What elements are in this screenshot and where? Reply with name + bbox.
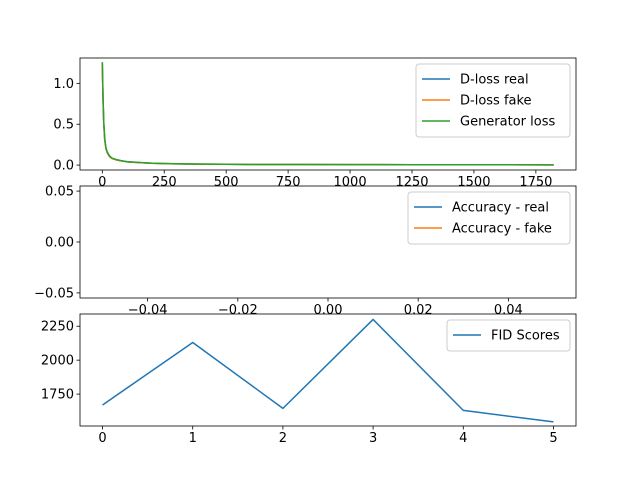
x-tick-label: 3	[369, 431, 377, 446]
x-tick-label: −0.04	[128, 303, 168, 318]
y-tick-label: 1.0	[53, 77, 74, 92]
x-tick-label: 2	[279, 431, 287, 446]
series-lines	[101, 62, 554, 166]
y-tick-label: 0.00	[45, 236, 74, 251]
legend-label: Accuracy - real	[452, 201, 549, 216]
y-tick-label: −0.05	[34, 286, 74, 301]
legend-label: Generator loss	[460, 115, 555, 130]
legend: D-loss real D-loss fake Generator loss	[415, 63, 571, 138]
legend-box	[415, 63, 571, 138]
x-tick-label: 750	[276, 175, 301, 190]
x-tick-label: 5	[549, 431, 557, 446]
subplot-2: −0.04 −0.02 0.00 0.02 0.04 −0.05 0.00 0.05 Accur…	[34, 185, 577, 318]
legend-box	[407, 191, 571, 245]
x-tick-label: 0.02	[404, 303, 433, 318]
x-tick-label: 1250	[395, 175, 428, 190]
y-tick-label: 1750	[41, 388, 74, 403]
x-tick-label: 0.04	[494, 303, 523, 318]
subplot-3: 0 1 2 3 4 5 1750 2000 2250 FID Scores	[41, 313, 577, 446]
axes-frame	[79, 57, 577, 171]
x-tick-label: −0.02	[218, 303, 258, 318]
legend-label: D-loss fake	[460, 94, 532, 109]
x-tick-label: 0	[98, 175, 106, 190]
x-tick-label: 500	[214, 175, 239, 190]
y-tick-label: 0.0	[53, 159, 74, 174]
x-tick-label: 4	[459, 431, 467, 446]
y-tick-label: 2000	[41, 354, 74, 369]
x-tick-label: 1000	[334, 175, 367, 190]
legend-label: Accuracy - fake	[452, 222, 552, 237]
x-tick-label: 1	[189, 431, 197, 446]
series-line-generator-loss	[101, 62, 554, 166]
x-tick-label: 1750	[519, 175, 552, 190]
legend: FID Scores	[446, 319, 571, 352]
legend-label: FID Scores	[491, 329, 560, 344]
x-tick-label: 250	[152, 175, 177, 190]
y-tick-label: 2250	[41, 320, 74, 335]
series-line-fid-scores	[102, 318, 554, 423]
legend-label: D-loss real	[460, 73, 529, 88]
legend-box	[446, 319, 571, 352]
series-lines	[102, 318, 554, 423]
x-tick-label: 0	[98, 431, 106, 446]
x-tick-label: 0.00	[314, 303, 343, 318]
axes-frame	[79, 313, 577, 427]
y-tick-label: 0.05	[45, 185, 74, 200]
y-tick-label: 0.5	[53, 118, 74, 133]
legend: Accuracy - real Accuracy - fake	[407, 191, 571, 245]
x-tick-label: 1500	[457, 175, 490, 190]
